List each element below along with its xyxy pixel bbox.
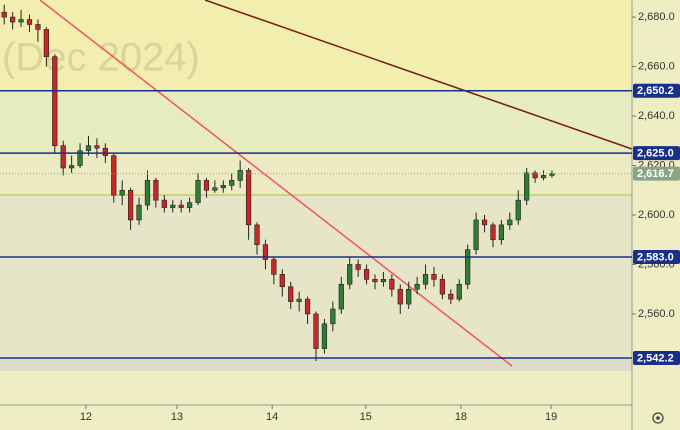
candle-body — [414, 283, 420, 290]
candle-body — [347, 264, 353, 285]
candle-body — [304, 298, 311, 315]
zone-bottom — [0, 359, 632, 371]
candle-body — [490, 224, 496, 241]
zone-top — [0, 0, 632, 91]
candle-body — [540, 175, 547, 179]
x-tick-label: 13 — [171, 411, 183, 423]
candle-body — [102, 147, 108, 156]
candle-body — [77, 150, 83, 166]
candle-body — [363, 269, 370, 280]
level-label: 2,650.2 — [637, 85, 674, 97]
y-tick-label: 2,600.0 — [638, 209, 675, 221]
candle-body — [279, 274, 285, 288]
candle-body — [85, 145, 92, 151]
candle-body — [35, 24, 41, 30]
candle-body — [26, 19, 33, 25]
candle-body — [473, 219, 479, 250]
candle-body — [220, 185, 226, 189]
candle-body — [237, 170, 243, 181]
candle-body — [195, 180, 201, 203]
y-tick-label: 2,560.0 — [638, 308, 675, 320]
candle-body — [254, 224, 260, 245]
candle-body — [271, 259, 277, 275]
level-label: 2,542.2 — [637, 352, 674, 364]
candle-body — [153, 180, 159, 201]
candle-body — [431, 274, 437, 280]
candle-body — [330, 308, 336, 325]
candle-body — [229, 180, 235, 186]
candle-body — [481, 219, 488, 226]
level-label: 2,583.0 — [637, 251, 674, 263]
candle-body — [380, 279, 387, 283]
candle-body — [170, 204, 176, 208]
candle-body — [144, 180, 151, 206]
candle-body — [161, 199, 167, 208]
last-price-box — [633, 166, 680, 181]
x-tick-label: 15 — [360, 411, 372, 423]
candle-body — [10, 16, 16, 23]
candle-body — [456, 283, 462, 300]
candle-body — [43, 29, 49, 57]
candle-body — [136, 204, 142, 221]
x-tick-label: 19 — [545, 411, 557, 423]
candle-body — [422, 274, 429, 285]
candle-body — [178, 204, 184, 208]
candle-body — [127, 189, 134, 221]
candle-body — [372, 279, 378, 283]
candle-body — [389, 279, 395, 290]
candle-body — [212, 187, 218, 191]
candle-body — [524, 172, 530, 201]
candle-body — [60, 145, 66, 169]
level-label-box — [633, 146, 680, 161]
candle-body — [186, 202, 193, 208]
candle-body — [465, 249, 471, 285]
candle-body — [1, 11, 7, 18]
candle-body — [69, 165, 75, 169]
x-tick-label: 18 — [455, 411, 467, 423]
candle-body — [515, 199, 521, 221]
candle-body — [397, 288, 403, 305]
candle-body — [338, 283, 344, 310]
candle-body — [262, 244, 269, 260]
trend-line — [204, 0, 633, 150]
zone-upper — [0, 91, 632, 155]
level-label-box — [633, 83, 680, 98]
candle-body — [288, 286, 294, 302]
x-tick-label: 12 — [80, 411, 92, 423]
candle-body — [549, 173, 555, 176]
level-label: 2,625.0 — [637, 148, 674, 160]
candle-body — [439, 279, 446, 295]
level-label-box — [633, 250, 680, 265]
candle-body — [119, 189, 125, 196]
candle-body — [507, 219, 513, 226]
candle-body — [296, 298, 302, 302]
last-price-label: 2,616.7 — [637, 168, 674, 180]
candle-body — [18, 19, 24, 23]
candle-body — [532, 172, 538, 179]
x-tick-label: 14 — [266, 411, 278, 423]
candle-body — [448, 293, 454, 300]
candle-body — [111, 155, 117, 196]
candle-body — [94, 145, 100, 149]
candle-body — [355, 264, 361, 270]
y-tick-label: 2,660.0 — [638, 60, 675, 72]
candle-body — [321, 323, 328, 349]
level-label-box — [633, 350, 680, 365]
trend-line — [39, 0, 513, 367]
candle-body — [498, 224, 505, 241]
y-tick-label: 2,640.0 — [638, 110, 675, 122]
candle-body — [245, 170, 252, 226]
candle-body — [406, 288, 412, 305]
settings-icon[interactable] — [652, 412, 664, 424]
watermark: (Dec 2024) — [2, 36, 200, 80]
candle-body — [52, 56, 58, 147]
y-tick-label: 2,680.0 — [638, 11, 675, 23]
settings-icon-center — [656, 416, 660, 420]
candle-body — [203, 180, 210, 191]
candle-body — [313, 313, 319, 349]
